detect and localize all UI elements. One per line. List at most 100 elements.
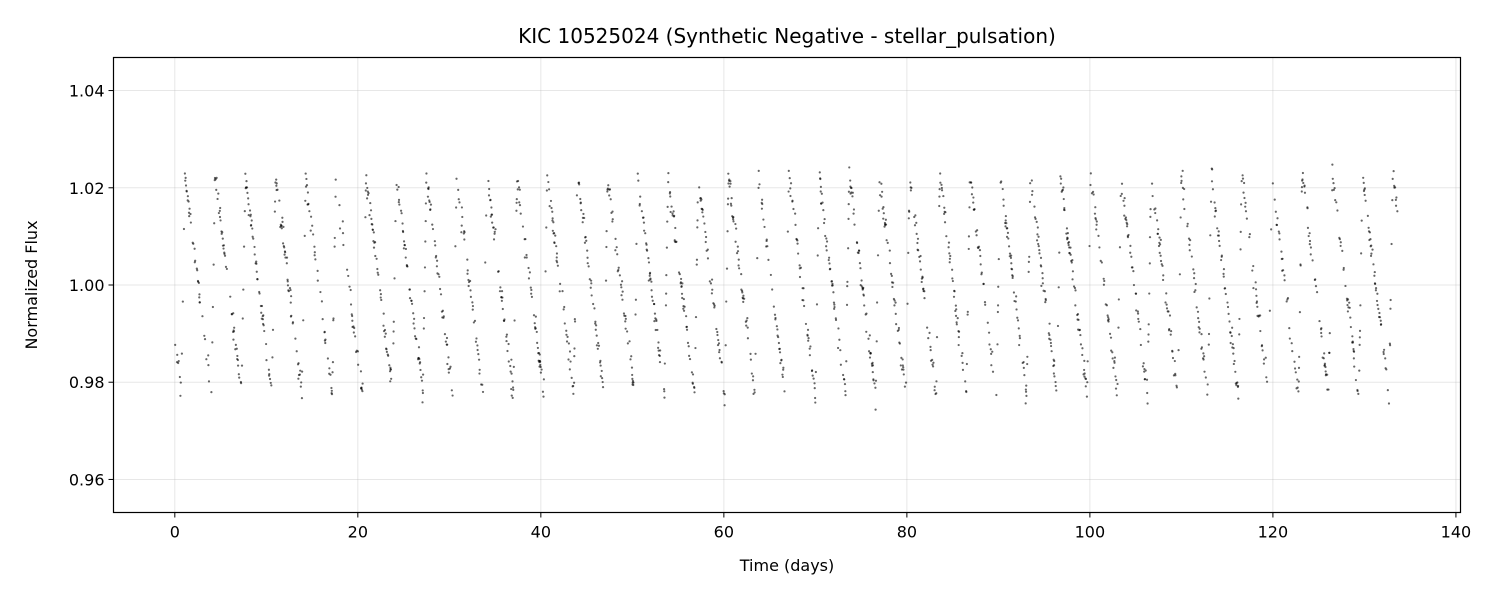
flux-point <box>539 365 542 369</box>
flux-point <box>961 361 964 364</box>
flux-point <box>1022 360 1025 364</box>
flux-point <box>995 393 998 397</box>
flux-point <box>308 210 311 213</box>
flux-point <box>831 284 834 287</box>
flux-point <box>341 232 345 235</box>
flux-point <box>1264 356 1267 359</box>
flux-point <box>931 363 934 366</box>
flux-point <box>389 380 392 383</box>
flux-point <box>631 377 634 380</box>
flux-point <box>845 303 849 306</box>
flux-point <box>383 328 387 332</box>
flux-point <box>673 214 676 217</box>
flux-point <box>1103 279 1106 283</box>
flux-point <box>989 348 992 351</box>
flux-point <box>583 216 586 220</box>
flux-point <box>567 342 570 345</box>
flux-point <box>568 350 572 353</box>
flux-point <box>215 176 218 179</box>
flux-point <box>184 184 188 187</box>
y-axis-ticks: 0.960.981.001.021.04 <box>69 82 114 489</box>
flux-point <box>772 305 775 308</box>
flux-point <box>996 343 999 346</box>
flux-point <box>913 215 916 219</box>
flux-point <box>779 362 782 365</box>
flux-point <box>1241 177 1245 180</box>
flux-point <box>294 337 297 340</box>
flux-point <box>903 385 907 388</box>
flux-point <box>818 171 821 174</box>
flux-point <box>222 244 226 247</box>
flux-point <box>732 220 735 223</box>
flux-point <box>1252 286 1255 290</box>
flux-point <box>342 243 345 247</box>
flux-point <box>575 194 579 197</box>
flux-point <box>546 174 549 177</box>
flux-point <box>909 189 912 192</box>
flux-point <box>1107 318 1110 321</box>
flux-point <box>1054 384 1057 388</box>
flux-point <box>413 327 416 330</box>
flux-point <box>255 270 258 273</box>
flux-point <box>776 328 779 331</box>
flux-point <box>872 379 875 382</box>
flux-point <box>534 327 537 330</box>
flux-point <box>249 213 252 216</box>
flux-point <box>632 381 635 384</box>
flux-point <box>1010 262 1013 265</box>
flux-point <box>597 341 600 345</box>
flux-point <box>425 181 428 184</box>
flux-point <box>478 372 481 375</box>
flux-point <box>844 390 847 393</box>
flux-point <box>1237 384 1240 388</box>
flux-point <box>600 369 603 373</box>
flux-point <box>573 320 577 323</box>
flux-point <box>729 180 732 183</box>
flux-point <box>842 373 845 377</box>
flux-point <box>1177 349 1180 352</box>
flux-point <box>384 332 387 335</box>
flux-point <box>1015 295 1018 298</box>
flux-point <box>1047 332 1050 335</box>
flux-point <box>651 299 654 302</box>
flux-point <box>1233 359 1236 363</box>
flux-point <box>523 256 526 259</box>
flux-point <box>833 307 836 310</box>
flux-point <box>1037 242 1040 246</box>
flux-point <box>1209 234 1212 237</box>
flux-point <box>1180 175 1183 178</box>
flux-point <box>629 358 632 361</box>
flux-point <box>781 373 784 376</box>
flux-point <box>1248 233 1251 236</box>
flux-point <box>767 258 770 261</box>
flux-point <box>1081 353 1084 357</box>
flux-point <box>316 269 319 272</box>
flux-point <box>1105 304 1108 307</box>
flux-point <box>1089 183 1092 187</box>
flux-point <box>417 346 421 349</box>
flux-point <box>617 268 620 272</box>
flux-point <box>1346 310 1349 313</box>
flux-point <box>262 314 265 317</box>
flux-point <box>668 190 672 194</box>
flux-point <box>1278 238 1281 241</box>
flux-point <box>306 191 310 194</box>
flux-point <box>782 368 785 371</box>
flux-point <box>1175 384 1178 387</box>
flux-point <box>922 287 925 290</box>
flux-point <box>756 257 759 260</box>
flux-point <box>1040 265 1043 268</box>
y-tick-label: 1.00 <box>69 276 105 295</box>
flux-point <box>275 182 278 185</box>
flux-point <box>1159 254 1162 257</box>
flux-point <box>179 381 182 384</box>
flux-point <box>1288 327 1291 330</box>
flux-point <box>843 378 846 381</box>
flux-point <box>399 209 403 212</box>
flux-point <box>1334 199 1337 202</box>
flux-point <box>445 336 449 340</box>
flux-point <box>1203 370 1206 373</box>
flux-point <box>420 379 424 382</box>
flux-point <box>1371 248 1374 251</box>
flux-point <box>510 358 513 361</box>
